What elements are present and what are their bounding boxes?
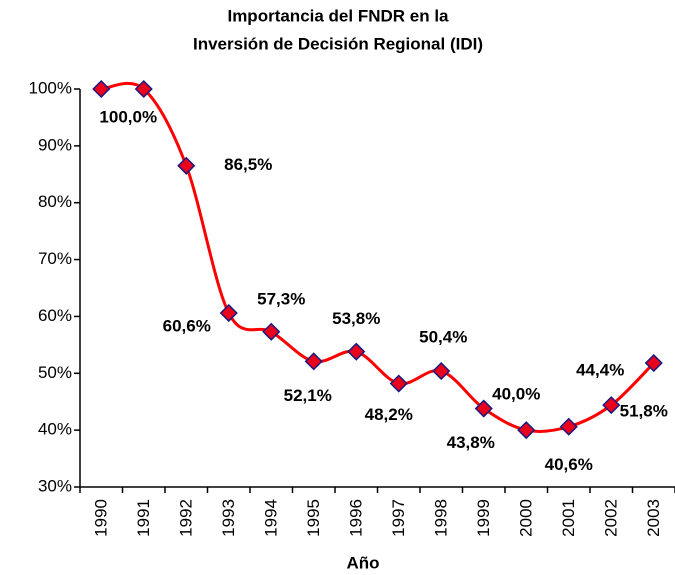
x-tick-label: 1998 bbox=[432, 499, 451, 537]
data-label: 48,2% bbox=[365, 405, 413, 424]
marker bbox=[262, 322, 281, 341]
x-tick-label: 1994 bbox=[262, 499, 281, 537]
y-tick-label: 70% bbox=[38, 249, 72, 268]
data-label: 50,4% bbox=[419, 327, 467, 346]
x-tick-label: 1990 bbox=[92, 499, 111, 537]
y-tick-label: 60% bbox=[38, 306, 72, 325]
data-label: 40,6% bbox=[545, 455, 593, 474]
chart-subtitle: Inversión de Decisión Regional (IDI) bbox=[193, 34, 483, 53]
x-tick-label: 1993 bbox=[219, 499, 238, 537]
y-tick-label: 90% bbox=[38, 135, 72, 154]
marker bbox=[644, 353, 663, 373]
marker bbox=[389, 374, 408, 393]
x-tick-label: 2000 bbox=[517, 499, 536, 537]
data-label: 40,0% bbox=[492, 385, 540, 404]
y-tick-label: 80% bbox=[38, 192, 72, 211]
x-tick-label: 1997 bbox=[389, 499, 408, 537]
x-tick-label: 1992 bbox=[177, 499, 196, 537]
x-tick-label: 1999 bbox=[474, 499, 493, 537]
data-label: 43,8% bbox=[447, 433, 495, 452]
marker bbox=[347, 342, 366, 361]
x-tick-label: 2002 bbox=[602, 499, 621, 537]
x-tick-label: 1995 bbox=[304, 499, 323, 537]
x-tick-label: 1996 bbox=[347, 499, 366, 537]
y-tick-label: 40% bbox=[38, 420, 72, 439]
series-line bbox=[101, 81, 655, 433]
marker bbox=[304, 352, 323, 371]
data-label: 52,1% bbox=[284, 386, 332, 405]
x-tick-label: 2001 bbox=[559, 499, 578, 537]
marker bbox=[219, 303, 238, 323]
data-label: 60,6% bbox=[163, 317, 211, 336]
marker bbox=[559, 417, 578, 436]
chart-title: Importancia del FNDR en la bbox=[227, 6, 449, 25]
x-axis-title: Año bbox=[346, 553, 379, 572]
marker bbox=[177, 156, 196, 175]
marker bbox=[134, 79, 153, 99]
data-label: 57,3% bbox=[257, 289, 305, 308]
y-tick-label: 30% bbox=[38, 476, 72, 495]
marker bbox=[517, 421, 536, 440]
marker bbox=[474, 399, 493, 418]
marker bbox=[92, 79, 111, 99]
data-label: 86,5% bbox=[224, 155, 272, 174]
data-label: 44,4% bbox=[576, 361, 624, 380]
data-label: 51,8% bbox=[620, 402, 668, 421]
x-tick-label: 1991 bbox=[134, 499, 153, 537]
marker bbox=[602, 396, 621, 415]
data-label: 100,0% bbox=[99, 107, 157, 126]
y-tick-label: 50% bbox=[38, 363, 72, 382]
marker bbox=[432, 361, 451, 381]
x-tick-label: 2003 bbox=[644, 499, 663, 537]
y-tick-label: 100% bbox=[29, 78, 72, 97]
data-label: 53,8% bbox=[332, 309, 380, 328]
